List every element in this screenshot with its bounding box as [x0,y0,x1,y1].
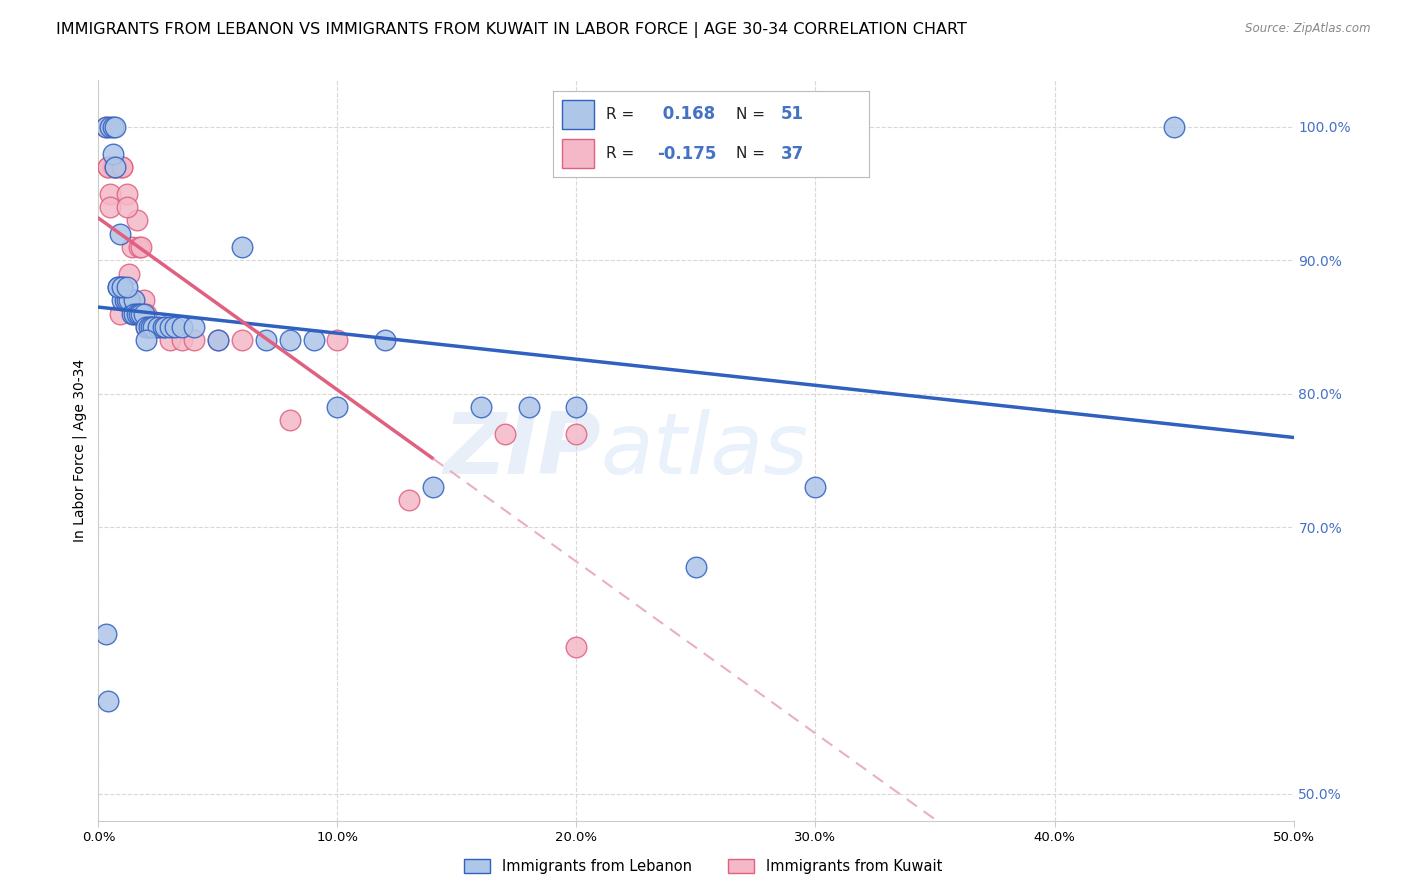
Point [565,640,588,655]
Point [183,334,205,348]
Point [398,493,420,508]
Point [172,334,194,348]
Point [115,186,138,201]
Point [124,293,146,308]
Point [94,120,117,134]
Point [104,160,127,174]
Point [111,293,134,308]
Point [155,320,177,334]
Point [128,240,150,254]
Point [101,120,124,134]
Point [278,334,301,348]
Point [231,240,253,254]
Point [101,160,124,174]
Point [494,426,516,441]
Point [121,240,143,254]
Point [94,120,117,134]
Point [278,413,301,427]
Point [231,334,253,348]
Point [98,200,122,214]
Point [135,307,157,321]
Point [107,160,129,174]
Legend: Immigrants from Lebanon, Immigrants from Kuwait: Immigrants from Lebanon, Immigrants from… [458,854,948,880]
Point [125,213,148,227]
Point [111,280,134,294]
Point [128,307,150,321]
Point [114,293,136,308]
Point [124,307,146,321]
Point [159,320,181,334]
Point [517,400,540,414]
Point [125,307,148,321]
Point [374,334,396,348]
Point [115,200,138,214]
Point [131,240,153,254]
Point [98,186,122,201]
Point [139,320,162,334]
Point [118,267,141,281]
Point [115,293,138,308]
Point [94,627,117,641]
Text: Source: ZipAtlas.com: Source: ZipAtlas.com [1246,22,1371,36]
Point [139,320,162,334]
Point [326,334,349,348]
Point [470,400,492,414]
Point [183,320,205,334]
Point [135,320,157,334]
Point [111,160,134,174]
Point [142,320,165,334]
Point [685,560,707,574]
Point [132,293,155,308]
Point [148,320,170,334]
Point [163,320,186,334]
Point [107,280,129,294]
Point [172,320,194,334]
Point [152,320,174,334]
Point [302,334,325,348]
Point [114,293,136,308]
Point [1163,120,1185,134]
Point [159,334,181,348]
Point [107,280,129,294]
Point [135,334,157,348]
Point [138,320,160,334]
Point [111,280,134,294]
Point [135,320,157,334]
Point [804,480,827,494]
Point [97,160,120,174]
Point [97,693,120,707]
Point [115,280,138,294]
Point [108,227,131,241]
Point [108,307,131,321]
Point [565,426,588,441]
Text: atlas: atlas [600,409,808,492]
Text: ZIP: ZIP [443,409,600,492]
Point [326,400,349,414]
Point [565,400,588,414]
Point [422,480,444,494]
Point [101,146,124,161]
Point [121,307,143,321]
Point [98,120,122,134]
Point [111,160,134,174]
Text: IMMIGRANTS FROM LEBANON VS IMMIGRANTS FROM KUWAIT IN LABOR FORCE | AGE 30-34 COR: IMMIGRANTS FROM LEBANON VS IMMIGRANTS FR… [56,22,967,38]
Point [254,334,277,348]
Point [104,160,127,174]
Point [97,160,120,174]
Point [207,334,229,348]
Point [124,293,146,308]
Point [118,293,141,308]
Point [207,334,229,348]
Point [104,120,127,134]
Point [131,307,153,321]
Point [132,307,155,321]
Y-axis label: In Labor Force | Age 30-34: In Labor Force | Age 30-34 [73,359,87,542]
Point [148,320,170,334]
Point [104,160,127,174]
